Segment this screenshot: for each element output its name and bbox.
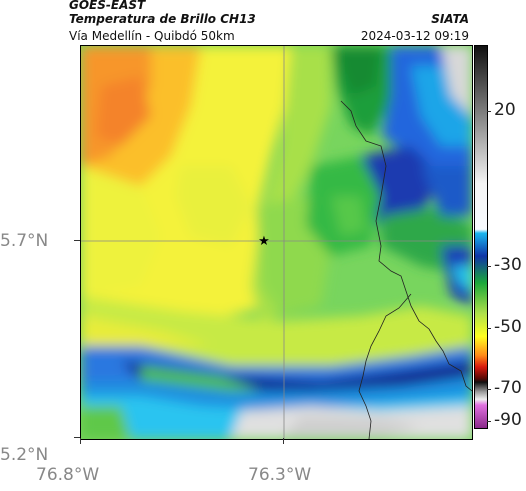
map-panel[interactable]: ★ xyxy=(80,45,473,440)
cb-tick-20 xyxy=(487,111,491,112)
colorbar-gradient xyxy=(475,46,487,428)
border-line xyxy=(340,100,472,392)
cb-label-minus70: -70 xyxy=(494,378,522,398)
star-marker: ★ xyxy=(258,234,270,249)
route-label: Vía Medellín - Quibdó 50km xyxy=(69,29,235,43)
lat-tick-5-2 xyxy=(74,437,80,438)
cb-tick-minus90 xyxy=(487,421,491,422)
lat-tick-5-7 xyxy=(74,240,80,241)
cb-label-minus30: -30 xyxy=(494,255,522,275)
cb-label-20: 20 xyxy=(494,100,516,120)
cb-tick-minus70 xyxy=(487,389,491,390)
lon-label-76-8: 76.8°W xyxy=(36,465,100,485)
colorbar xyxy=(474,45,488,429)
lon-label-76-3: 76.3°W xyxy=(248,465,312,485)
chart-title: Temperatura de Brillo CH13 xyxy=(69,12,256,26)
brightness-temperature-map: ★ xyxy=(81,46,472,439)
datetime-label: 2024-03-12 09:19 xyxy=(360,29,469,43)
cb-label-minus50: -50 xyxy=(494,317,522,337)
cloud-field xyxy=(81,46,472,439)
cb-label-minus90: -90 xyxy=(494,410,522,430)
cb-tick-minus50 xyxy=(487,328,491,329)
lon-tick-76-8 xyxy=(80,438,81,444)
source-label: SIATA xyxy=(431,12,469,26)
border-line-south xyxy=(358,293,412,439)
product-name: GOES-EAST xyxy=(69,0,146,12)
lon-tick-76-3 xyxy=(283,438,284,444)
lat-label-5-2: 5.2°N xyxy=(0,445,49,465)
cb-tick-minus30 xyxy=(487,266,491,267)
lat-label-5-7: 5.7°N xyxy=(0,231,49,251)
